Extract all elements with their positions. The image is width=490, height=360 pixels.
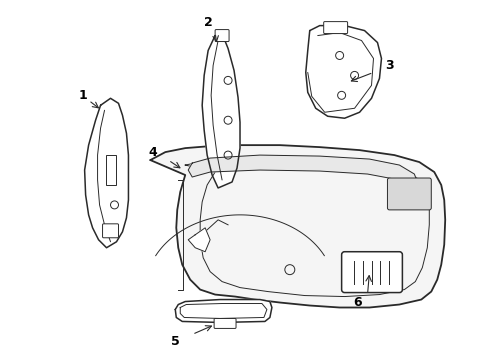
Polygon shape (150, 145, 445, 307)
Text: 6: 6 (353, 296, 362, 309)
Bar (105, 155, 116, 185)
Polygon shape (306, 26, 382, 118)
Text: 1: 1 (78, 89, 87, 102)
Text: 4: 4 (148, 145, 157, 159)
Polygon shape (175, 300, 272, 323)
Polygon shape (85, 98, 128, 248)
Text: 2: 2 (204, 16, 213, 29)
FancyBboxPatch shape (388, 178, 431, 210)
FancyBboxPatch shape (324, 22, 347, 33)
Polygon shape (188, 155, 417, 188)
Text: 3: 3 (385, 59, 394, 72)
FancyBboxPatch shape (102, 224, 119, 238)
FancyBboxPatch shape (214, 319, 236, 328)
Text: 5: 5 (171, 335, 180, 348)
Polygon shape (188, 228, 210, 252)
Polygon shape (202, 33, 240, 188)
FancyBboxPatch shape (342, 252, 402, 293)
FancyBboxPatch shape (215, 30, 229, 41)
